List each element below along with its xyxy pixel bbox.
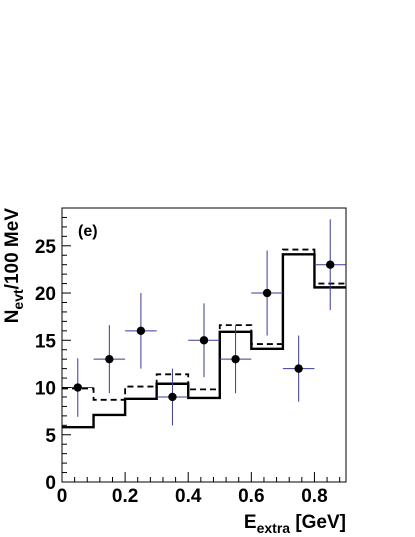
data-point-group [125,293,157,369]
x-tick-label: 0.4 [175,486,202,507]
x-axis-title-main: E [244,512,257,533]
histogram-dashed [62,248,346,401]
x-tick-label: 0 [57,486,68,507]
y-axis-title-main: N [2,310,23,324]
histogram-solid [62,253,346,429]
axes-layer: 0 0.2 0.4 0.6 0.8 0 5 10 15 20 25 [35,207,341,507]
data-point [105,354,114,364]
data-point [168,392,177,402]
annotation-label: (e) [78,223,98,240]
y-tick-label: 0 [45,473,56,494]
data-point [136,326,146,336]
data-point [199,336,209,345]
x-tick-label: 0.2 [112,486,138,507]
plot-frame [61,207,347,483]
data-points-layer [62,219,346,426]
y-axis-title-sub: evt [10,289,26,310]
data-point [262,288,272,298]
data-point-group [282,335,315,402]
data-point [326,260,335,269]
y-axis-title-rest: /100 MeV [2,208,23,290]
y-tick-label: 5 [45,426,56,447]
data-point-group [251,250,283,336]
histogram-layer [62,248,346,429]
y-tick-label: 15 [35,331,57,352]
y-tick-label: 25 [35,237,57,258]
data-point-group [188,303,220,378]
y-tick-label: 20 [35,284,56,305]
data-point-group [93,325,126,394]
y-axis-title: Nevt/100 MeV [2,208,26,324]
data-point-group [314,219,346,311]
x-axis-title-sub: extra [257,520,291,536]
x-tick-label: 0.6 [238,486,264,507]
data-point-group [156,368,189,426]
data-point [231,354,240,364]
x-axis-title: Eextra [GeV] [244,512,346,536]
x-axis-title-rest: [GeV] [290,512,346,533]
data-point [294,364,303,373]
y-tick-label: 10 [35,379,56,400]
data-point [73,383,82,392]
data-point-group [219,325,252,394]
x-tick-label: 0.8 [301,486,327,507]
